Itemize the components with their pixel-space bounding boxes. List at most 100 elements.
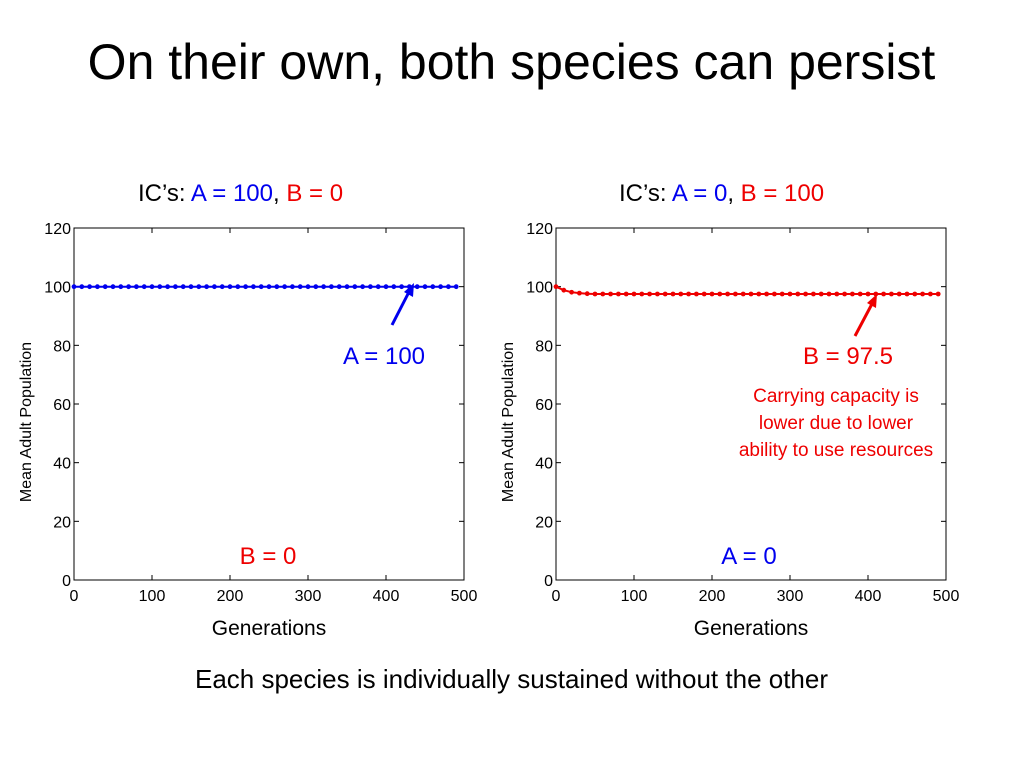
data-point: [756, 291, 762, 297]
data-point: [694, 291, 699, 297]
data-point: [188, 284, 194, 290]
data-point: [313, 284, 319, 290]
x-axis-label: Generations: [212, 617, 326, 640]
data-point: [414, 284, 420, 290]
y-tick-label: 40: [53, 456, 71, 473]
data-point: [818, 291, 824, 297]
data-point: [928, 291, 933, 297]
data-point: [748, 291, 754, 297]
data-point: [616, 291, 621, 297]
x-tick-label: 500: [933, 588, 960, 605]
data-point: [779, 291, 785, 297]
data-point: [251, 284, 256, 290]
arrow-line-b: [853, 301, 875, 337]
data-point: [678, 291, 684, 297]
ic-prefix: IC’s:: [619, 180, 672, 207]
data-point: [873, 291, 879, 297]
data-point: [795, 291, 801, 297]
y-tick-label: 60: [535, 397, 553, 414]
data-point: [344, 284, 350, 290]
y-tick-label: 120: [44, 221, 71, 238]
ic-separator: ,: [727, 180, 741, 207]
series-line: [555, 285, 939, 295]
x-tick-label: 100: [621, 588, 648, 605]
data-point: [935, 291, 941, 297]
x-tick-label: 400: [373, 588, 400, 605]
data-point: [569, 289, 574, 295]
data-point: [258, 284, 264, 290]
data-point: [600, 291, 606, 297]
data-point: [834, 291, 840, 297]
data-point: [811, 291, 816, 297]
data-point: [577, 290, 582, 296]
data-point: [686, 291, 691, 297]
data-point: [157, 284, 163, 290]
data-point: [227, 284, 233, 290]
data-point: [857, 291, 863, 297]
data-point: [173, 284, 178, 290]
x-tick-label: 200: [217, 588, 244, 605]
ic-b-value: B = 100: [740, 180, 825, 207]
carrying-capacity-note-line-3: ability to use resources: [739, 440, 933, 461]
data-point: [274, 284, 280, 290]
data-point: [912, 291, 918, 297]
y-tick-label: 100: [526, 280, 553, 297]
data-point: [701, 291, 707, 297]
data-point: [733, 291, 738, 297]
data-point: [881, 291, 886, 297]
data-point: [87, 284, 92, 290]
ic-a-value: A = 100: [190, 180, 273, 207]
data-point: [368, 284, 373, 290]
data-point: [592, 291, 598, 297]
y-axis-label: Mean Adult Population: [18, 342, 35, 502]
data-point: [842, 291, 847, 297]
data-point: [453, 284, 459, 290]
data-point: [446, 284, 451, 290]
data-point: [95, 284, 100, 290]
data-point: [196, 284, 202, 290]
data-point: [709, 291, 715, 297]
x-tick-label: 100: [139, 588, 166, 605]
data-point: [375, 284, 381, 290]
data-point: [865, 291, 871, 297]
data-point: [561, 287, 567, 293]
y-tick-label: 120: [526, 221, 553, 238]
data-point: [639, 291, 645, 297]
x-tick-label: 400: [855, 588, 882, 605]
y-tick-label: 0: [544, 573, 553, 590]
x-tick-label: 300: [295, 588, 322, 605]
data-point: [662, 291, 668, 297]
y-axis-label: Mean Adult Population: [500, 342, 517, 502]
data-point: [803, 291, 808, 297]
data-point: [235, 284, 241, 290]
data-point: [212, 284, 217, 290]
data-point: [422, 284, 428, 290]
data-point: [584, 291, 590, 297]
data-point: [305, 284, 311, 290]
ic-b-value: B = 0: [286, 180, 344, 207]
x-tick-label: 500: [451, 588, 478, 605]
data-point: [889, 291, 894, 297]
y-tick-label: 80: [53, 338, 71, 355]
data-point: [655, 291, 660, 297]
data-point: [904, 291, 910, 297]
data-point: [826, 291, 832, 297]
data-point: [920, 291, 925, 297]
data-point: [438, 284, 443, 290]
data-point: [352, 284, 358, 290]
data-point: [336, 284, 342, 290]
data-point: [110, 284, 116, 290]
data-point: [608, 291, 613, 297]
data-point: [102, 284, 108, 290]
data-point: [553, 284, 559, 290]
x-tick-label: 200: [699, 588, 726, 605]
label-a-zero: A = 0: [721, 543, 776, 570]
arrowhead-b: [867, 294, 877, 308]
data-point: [180, 284, 186, 290]
y-tick-label: 20: [53, 514, 71, 531]
data-point: [149, 284, 155, 290]
y-tick-label: 0: [62, 573, 71, 590]
data-point: [631, 291, 637, 297]
data-point: [329, 284, 334, 290]
